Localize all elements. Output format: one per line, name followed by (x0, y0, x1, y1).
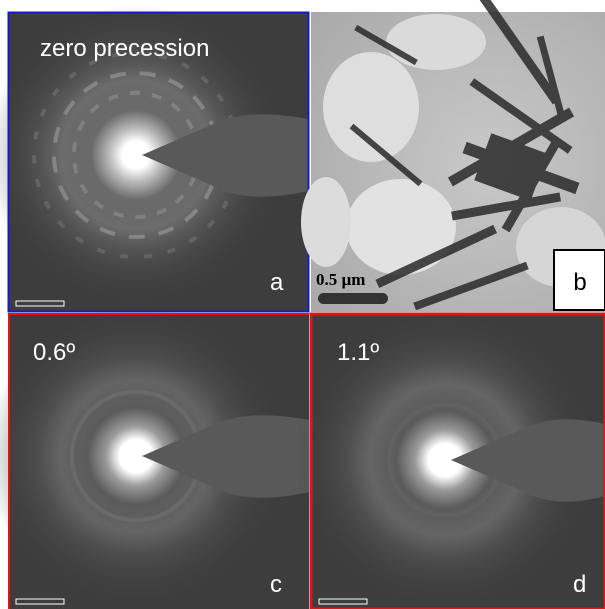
grid-hole (346, 179, 456, 275)
panel-label: d (573, 571, 586, 598)
scale-bar-label: 0.5 µm (316, 270, 365, 289)
panel-b: 0.5 µm b (301, 0, 605, 312)
scale-bar (318, 293, 388, 304)
grid-hole (301, 177, 351, 267)
panel-caption: 1.1º (337, 339, 379, 366)
panel-caption: zero precession (40, 35, 209, 62)
grid-hole (386, 14, 486, 70)
figure: 0.5 µm b zero precession a 0.6º c 1.1º d (0, 0, 605, 609)
panel-label: a (270, 269, 284, 296)
panel-caption: 0.6º (33, 339, 75, 366)
panel-label: b (573, 269, 586, 296)
panel-label: c (270, 571, 282, 598)
